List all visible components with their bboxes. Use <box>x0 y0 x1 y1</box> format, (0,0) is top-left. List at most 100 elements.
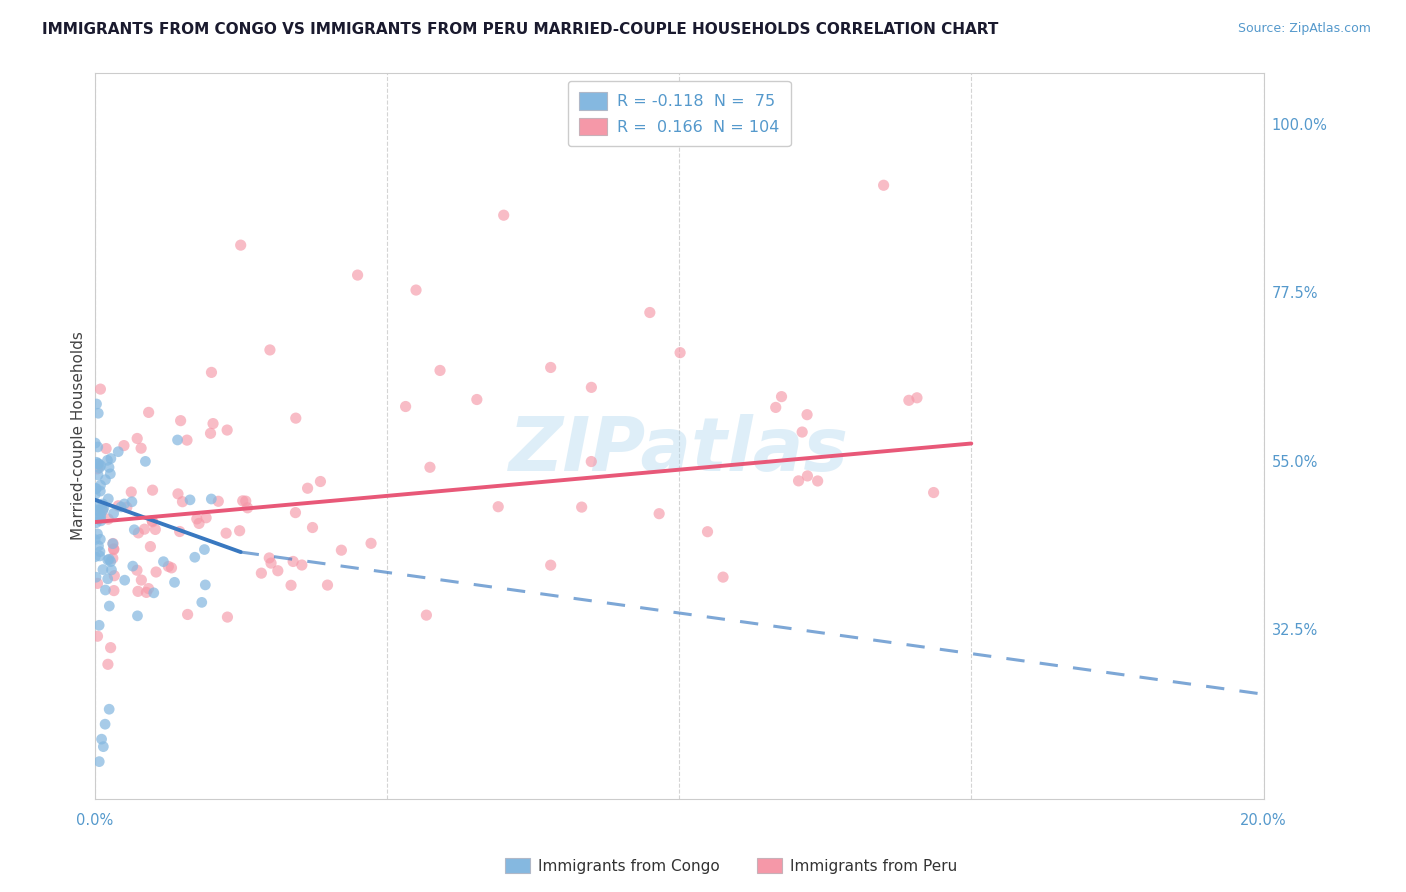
Point <box>163 575 186 590</box>
Point <box>316 578 339 592</box>
Point <box>114 573 136 587</box>
Point <box>135 585 157 599</box>
Point <box>94 442 117 456</box>
Point <box>297 481 319 495</box>
Point <box>872 178 894 193</box>
Point <box>228 524 250 538</box>
Point <box>90 509 112 524</box>
Point <box>86 455 108 469</box>
Point <box>796 408 818 422</box>
Point <box>127 608 149 623</box>
Point <box>905 391 928 405</box>
Point <box>207 494 229 508</box>
Point <box>217 423 239 437</box>
Point <box>100 640 122 655</box>
Point <box>91 503 114 517</box>
Point <box>86 397 108 411</box>
Point <box>291 558 314 572</box>
Point <box>160 561 183 575</box>
Point <box>91 503 114 517</box>
Point <box>638 305 661 319</box>
Point <box>922 485 945 500</box>
Point <box>143 523 166 537</box>
Point <box>96 453 118 467</box>
Point <box>897 393 920 408</box>
Point <box>89 478 111 492</box>
Point <box>90 732 112 747</box>
Point <box>134 454 156 468</box>
Point <box>107 499 129 513</box>
Point <box>486 500 509 514</box>
Point <box>191 595 214 609</box>
Point <box>110 500 132 514</box>
Point <box>87 457 110 471</box>
Point <box>492 208 515 222</box>
Point <box>465 392 488 407</box>
Point <box>169 524 191 539</box>
Point <box>87 457 110 471</box>
Point <box>91 563 114 577</box>
Point <box>330 543 353 558</box>
Point <box>792 425 814 439</box>
Point <box>87 467 110 482</box>
Point <box>86 462 108 476</box>
Point <box>200 491 222 506</box>
Y-axis label: Married-couple Households: Married-couple Households <box>72 332 86 541</box>
Point <box>127 584 149 599</box>
Point <box>87 503 110 517</box>
Point <box>97 512 120 526</box>
Point <box>581 454 603 468</box>
Point <box>100 451 122 466</box>
Point <box>112 439 135 453</box>
Point <box>89 533 111 547</box>
Point <box>87 539 110 553</box>
Point <box>84 487 107 501</box>
Text: 55.0%: 55.0% <box>1272 455 1319 470</box>
Point <box>172 494 194 508</box>
Point <box>84 570 107 584</box>
Point <box>86 527 108 541</box>
Point <box>84 482 107 496</box>
Point <box>167 487 190 501</box>
Point <box>86 576 108 591</box>
Point <box>101 536 124 550</box>
Point <box>89 484 111 499</box>
Point <box>152 555 174 569</box>
Point <box>97 572 120 586</box>
Point <box>89 755 111 769</box>
Text: ZIPatlas: ZIPatlas <box>509 414 849 487</box>
Point <box>405 283 427 297</box>
Point <box>179 492 201 507</box>
Point <box>200 426 222 441</box>
Point <box>89 461 111 475</box>
Point <box>235 494 257 508</box>
Point <box>94 582 117 597</box>
Point <box>346 268 368 282</box>
Point <box>91 739 114 754</box>
Point <box>100 563 122 577</box>
Point <box>91 497 114 511</box>
Point <box>280 578 302 592</box>
Point <box>97 553 120 567</box>
Point <box>101 551 124 566</box>
Point <box>215 526 238 541</box>
Point <box>202 417 225 431</box>
Point <box>84 549 107 564</box>
Point <box>807 474 830 488</box>
Point <box>134 522 156 536</box>
Point <box>259 551 281 566</box>
Text: Source: ZipAtlas.com: Source: ZipAtlas.com <box>1237 22 1371 36</box>
Text: 20.0%: 20.0% <box>1240 813 1286 828</box>
Point <box>200 365 222 379</box>
Point <box>127 432 149 446</box>
Point <box>142 483 165 497</box>
Point <box>97 491 120 506</box>
Point <box>188 516 211 531</box>
Point <box>115 500 138 515</box>
Point <box>94 473 117 487</box>
Point <box>796 469 818 483</box>
Point <box>98 702 121 716</box>
Point <box>360 536 382 550</box>
Point <box>103 507 125 521</box>
Point <box>195 510 218 524</box>
